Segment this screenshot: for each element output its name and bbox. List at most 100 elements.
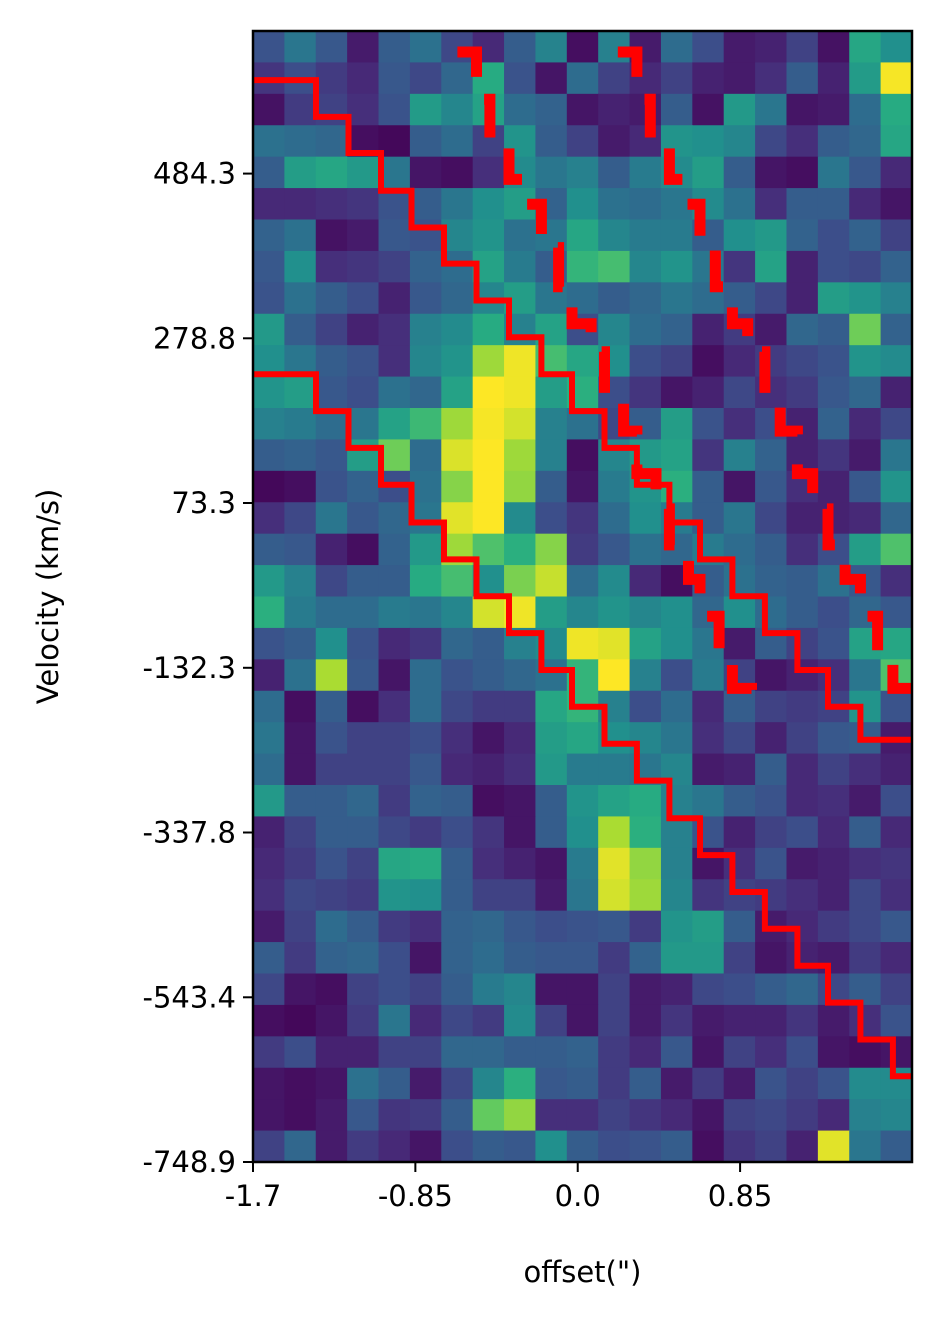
heatmap-cell [504,973,537,1006]
heatmap-cell [660,690,693,723]
heatmap-cell [284,659,317,692]
heatmap-cell [409,1004,442,1037]
heatmap-cell [347,408,380,441]
heatmap-cell [723,1004,756,1037]
heatmap-cell [535,125,568,158]
heatmap-cell [441,753,474,786]
heatmap-cell [441,910,474,943]
heatmap-cell [880,565,913,598]
heatmap-cell [629,502,662,535]
heatmap-cell [315,31,348,64]
heatmap-cell [253,282,285,315]
heatmap-cell [786,659,819,692]
heatmap-cell [817,250,850,283]
heatmap-cell [817,188,850,221]
heatmap-cell [378,785,411,818]
heatmap-cell [786,313,819,346]
heatmap-cell [566,125,599,158]
y-axis: 484.3 278.8 73.3 -132.3 -337.8 -543.4 -748.9 [143,157,253,1179]
heatmap-cell [566,596,599,629]
heatmap-cell [849,156,882,189]
heatmap-cell [660,627,693,660]
x-tick-label: 0.0 [555,1179,601,1213]
heatmap-cell [315,188,348,221]
heatmap-cell [629,816,662,849]
heatmap-cell [849,816,882,849]
heatmap-cell [315,1036,348,1069]
heatmap-cell [347,188,380,221]
heatmap-cell [378,345,411,378]
heatmap-cell [786,565,819,598]
heatmap-cell [535,282,568,315]
heatmap-cell [755,722,788,755]
heatmap-cell [660,408,693,441]
heatmap-cell [629,910,662,943]
heatmap-cell [723,910,756,943]
heatmap-cell [786,156,819,189]
heatmap-cell [660,910,693,943]
heatmap-cell [347,502,380,535]
heatmap-cell [692,1067,725,1100]
heatmap-cell [598,910,631,943]
heatmap-cell [253,439,285,472]
heatmap-cell [723,62,756,95]
heatmap-cell [598,785,631,818]
heatmap-cell [347,62,380,95]
heatmap-cell [284,1036,317,1069]
heatmap-cell [535,753,568,786]
heatmap-cell [723,408,756,441]
heatmap-cell [755,1036,788,1069]
heatmap-cell [566,753,599,786]
heatmap-cell [409,753,442,786]
heatmap-cell [284,973,317,1006]
heatmap-cell [284,219,317,252]
heatmap-cell [504,1099,537,1132]
heatmap-cell [786,753,819,786]
heatmap-cell [598,250,631,283]
heatmap-cell [723,690,756,723]
heatmap-cell [692,1036,725,1069]
heatmap-cell [378,596,411,629]
heatmap-cell [598,816,631,849]
heatmap-cell [660,942,693,975]
heatmap-cell [409,1130,442,1163]
heatmap-cell [880,313,913,346]
heatmap-cell [629,942,662,975]
heatmap-cell [284,439,317,472]
heatmap-cell [409,847,442,880]
heatmap-cell [660,973,693,1006]
heatmap-cell [253,408,285,441]
heatmap-cell [880,282,913,315]
heatmap-cell [849,93,882,126]
heatmap-cell [629,1036,662,1069]
heatmap-cell [755,1130,788,1163]
heatmap-cell [441,439,474,472]
heatmap-cell [347,722,380,755]
heatmap-cell [378,690,411,723]
heatmap-cell [692,1099,725,1132]
heatmap-cell [660,879,693,912]
heatmap-cell [504,879,537,912]
heatmap-cell [504,533,537,566]
heatmap-cell [347,345,380,378]
heatmap-cell [472,376,505,409]
heatmap-cell [253,250,285,283]
heatmap-cell [786,31,819,64]
heatmap-cell [880,879,913,912]
heatmap-cell [566,565,599,598]
heatmap-cell [409,1036,442,1069]
heatmap-cell [441,659,474,692]
heatmap-cell [849,533,882,566]
heatmap-cell [535,1067,568,1100]
heatmap-cell [253,973,285,1006]
heatmap-cell [817,785,850,818]
heatmap-cell [253,942,285,975]
heatmap-cell [378,93,411,126]
heatmap-cell [598,879,631,912]
heatmap-cell [347,93,380,126]
heatmap-cell [253,659,285,692]
heatmap-cell [284,596,317,629]
heatmap-cell [284,1099,317,1132]
heatmap-cell [786,1036,819,1069]
heatmap-cell [817,345,850,378]
